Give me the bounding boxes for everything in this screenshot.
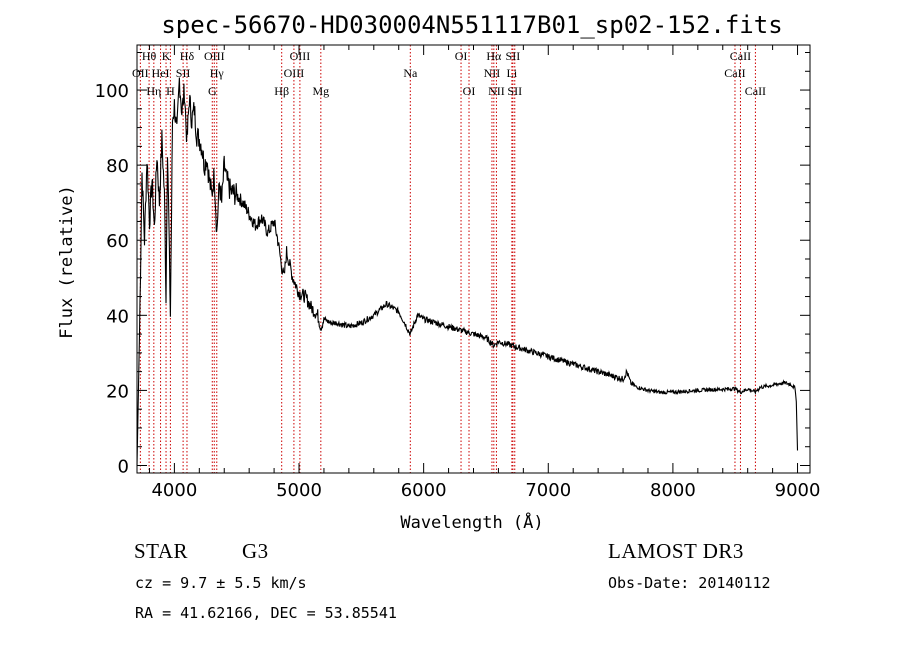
emission-line-markers [139,45,756,473]
y-axis-label: Flux (relative) [57,185,77,339]
survey-name: LAMOST DR3 [608,539,744,563]
x-tick-label: 5000 [276,480,322,501]
x-tick-label: 7000 [525,480,571,501]
x-axis-label: Wavelength (Å) [400,511,543,533]
line-label-15: Na [403,66,418,80]
x-tick-label: 4000 [151,480,197,501]
line-label-24: CaII [730,49,751,63]
line-label-0: Hθ [142,49,157,63]
line-label-8: OIII [204,49,225,63]
line-label-4: K [162,49,171,63]
axis-tick-labels: 4000 5000 6000 7000 8000 9000 0 20 40 60 80 100 [95,81,821,501]
plot-frame [136,44,811,474]
spectral-subclass: G3 [242,539,269,563]
line-label-17: OI [463,84,476,98]
line-label-26: CaII [745,84,766,98]
line-label-21: SII [506,49,521,63]
spectrum-line [136,77,799,466]
line-label-10: G [208,84,217,98]
line-label-5: H [166,84,175,98]
axis-ticks [137,45,810,473]
line-label-3: HeI [152,66,170,80]
x-tick-label: 8000 [650,480,696,501]
line-label-25: CaII [724,66,745,80]
y-tick-label: 0 [118,456,129,477]
redshift-readout: cz = 9.7 ± 5.5 km/s [135,574,307,592]
line-label-22: Li [507,66,518,80]
line-label-9: Hγ [210,66,225,80]
y-tick-label: 80 [106,156,129,177]
chart-title: spec-56670-HD030004N551117B01_sp02-152.f… [161,11,782,39]
line-label-7: Hδ [180,49,195,63]
line-label-20: NII [488,84,505,98]
y-tick-label: 100 [95,81,129,102]
line-label-18: NII [484,66,501,80]
line-label-14: Mg [312,84,329,98]
line-label-19: Hα [486,49,502,63]
line-label-11: Hβ [274,84,289,98]
object-class: STAR [134,539,188,563]
line-label-16: OI [455,49,468,63]
x-tick-label: 9000 [775,480,821,501]
observation-date: Obs-Date: 20140112 [608,574,771,592]
x-tick-label: 6000 [401,480,447,501]
line-label-13: OIII [290,49,311,63]
y-tick-label: 60 [106,231,129,252]
line-label-12: OIII [284,66,305,80]
y-tick-label: 40 [106,306,129,327]
line-label-2: Hη [146,84,161,98]
line-label-23: SII [507,84,522,98]
line-label-1: OII [132,66,149,80]
y-tick-label: 20 [106,381,129,402]
coordinates-readout: RA = 41.62166, DEC = 53.85541 [135,604,397,622]
line-label-6: SII [176,66,191,80]
